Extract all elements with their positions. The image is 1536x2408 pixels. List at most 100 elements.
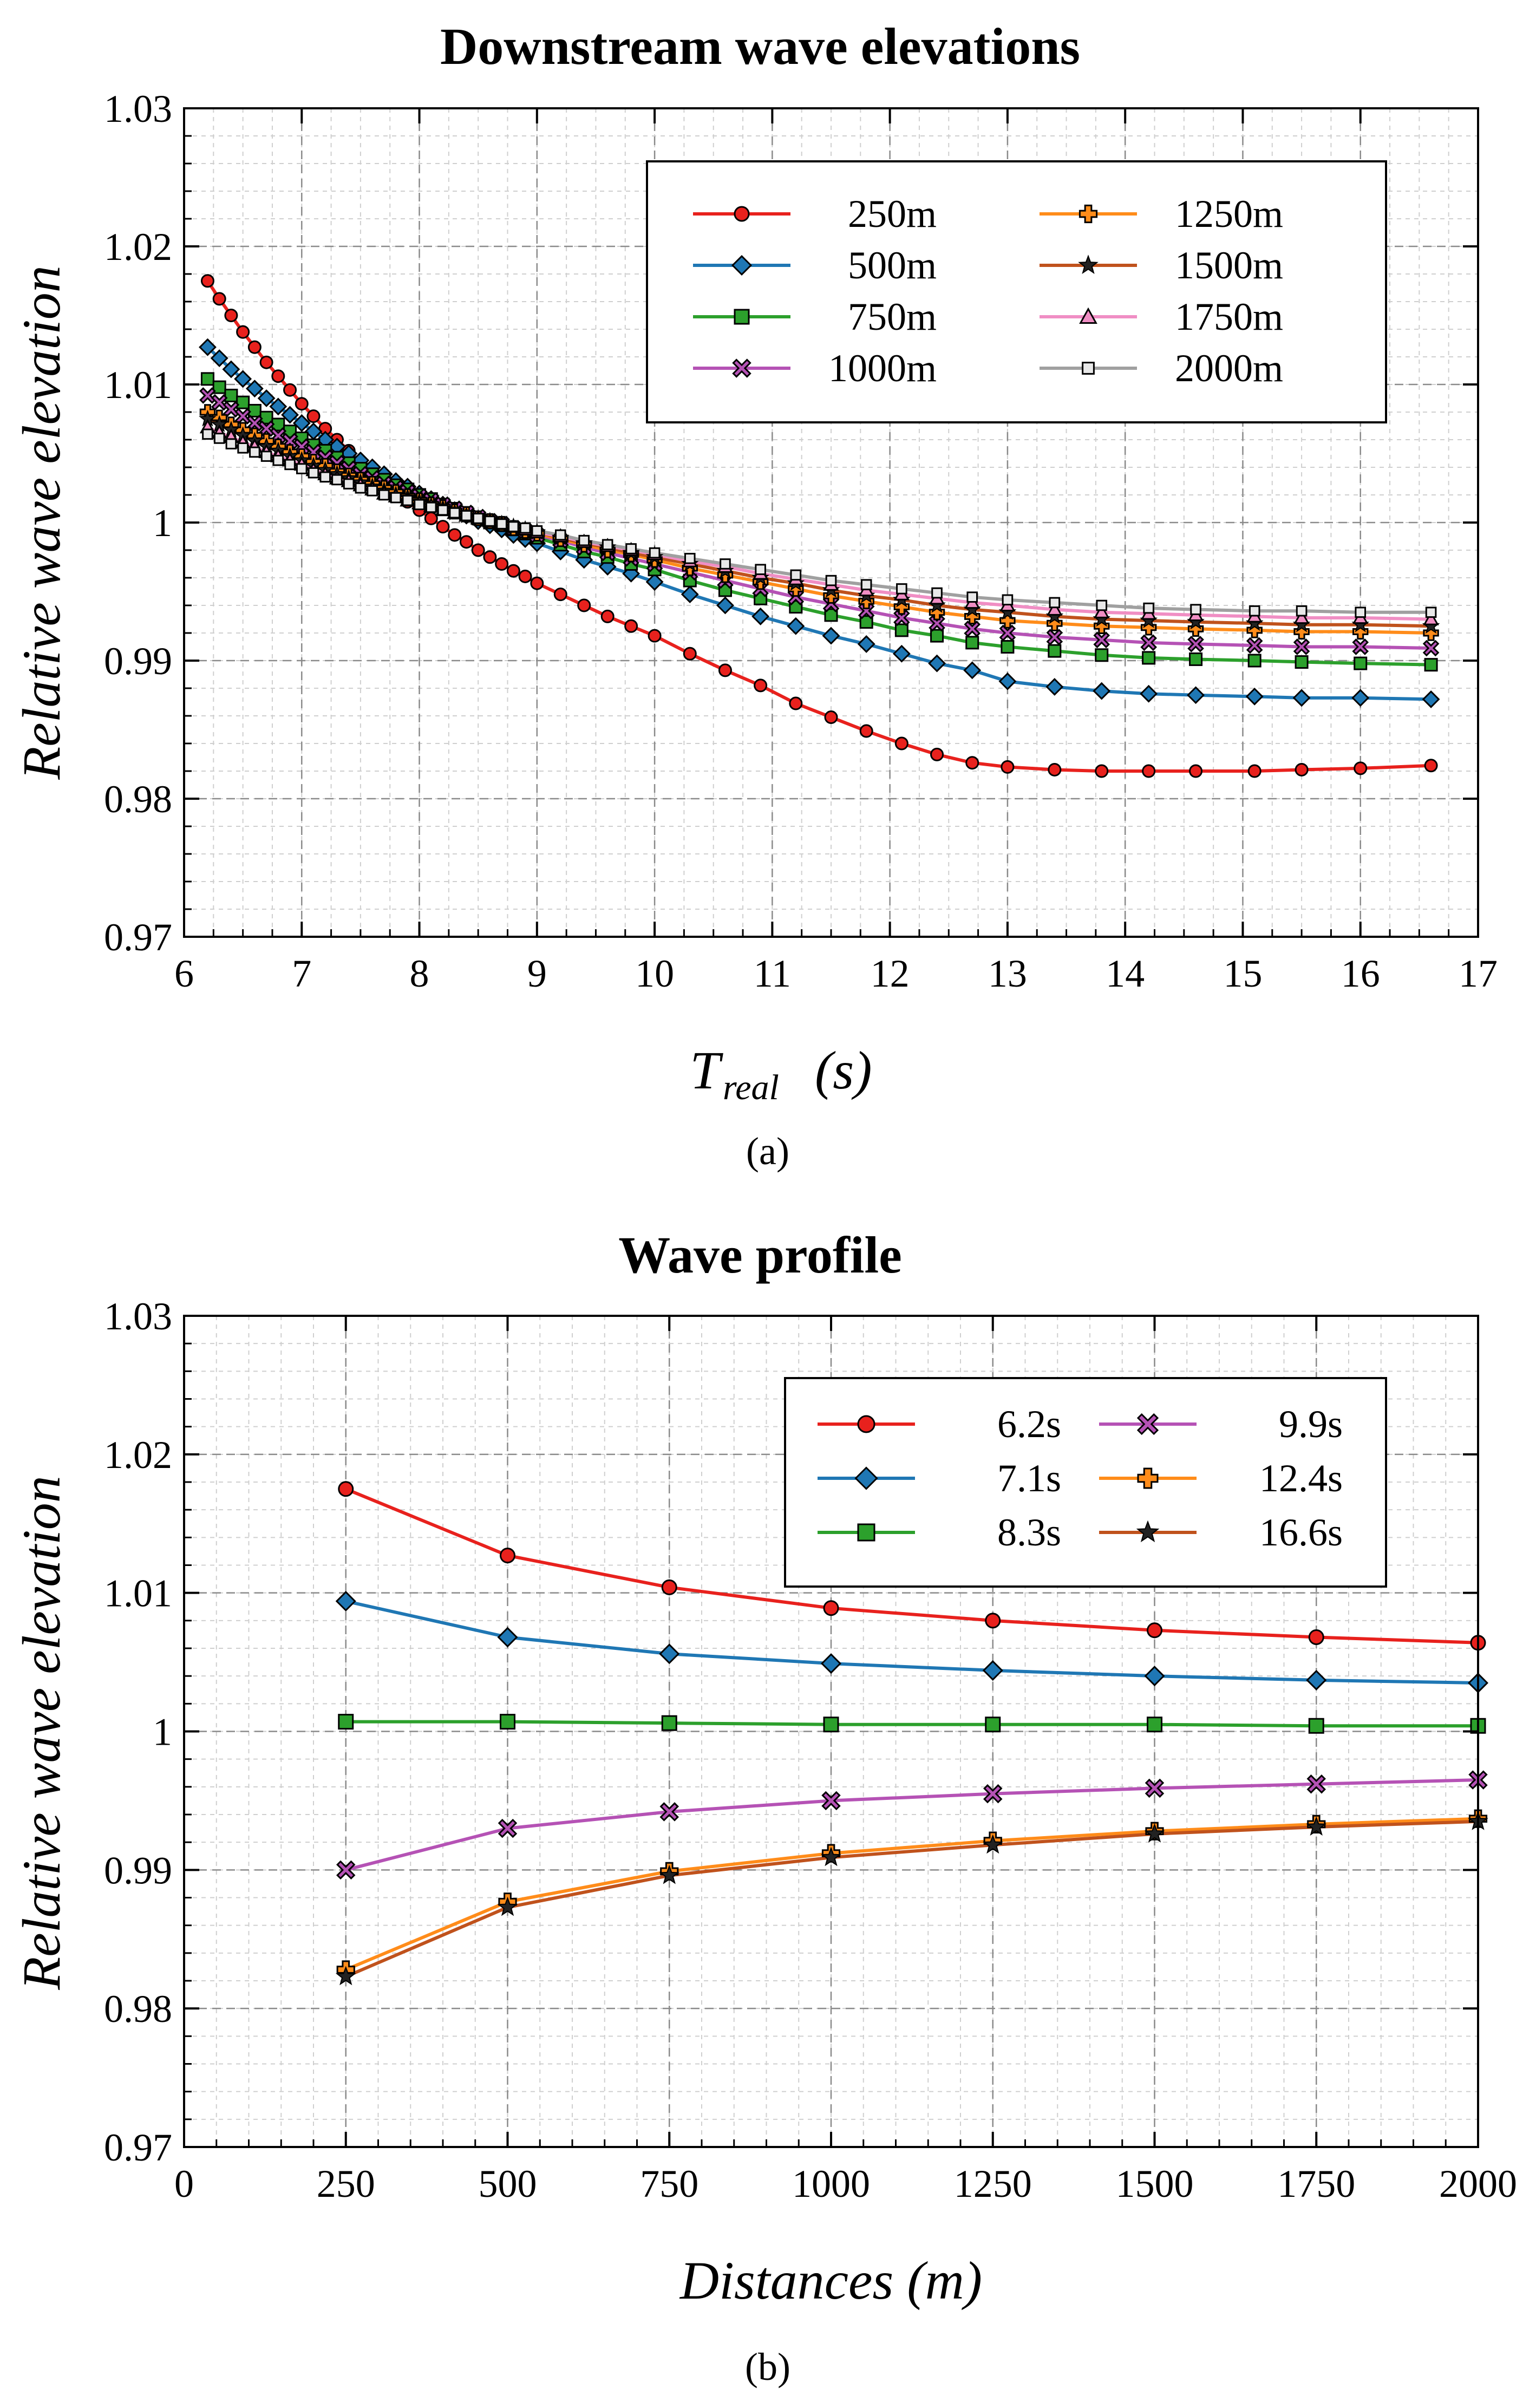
- data-point-500m: [892, 644, 911, 663]
- data-point-2000m: [1190, 604, 1201, 615]
- data-point-2000m: [531, 525, 543, 537]
- x-tick-label: 16: [1341, 952, 1380, 995]
- y-tick-label: 0.98: [104, 778, 172, 821]
- data-point-1000m: [1422, 639, 1440, 657]
- data-point-9.9s: [983, 1784, 1003, 1804]
- data-point-2000m: [249, 446, 260, 458]
- data-point-2000m: [225, 438, 237, 449]
- x-tick-label: 1750: [1277, 2162, 1355, 2205]
- data-point-250m: [247, 340, 262, 354]
- y-tick-label: 1.03: [104, 1295, 172, 1338]
- chart-b-x-tick-labels: 0 250 500 750 1000 1250 1500 1750 2000: [174, 2162, 1517, 2205]
- chart-a-tick-marks: [183, 107, 1479, 938]
- data-point-250m: [530, 576, 544, 590]
- legend-marker-1000m: [732, 358, 751, 378]
- y-tick-label: 0.99: [104, 639, 172, 683]
- data-point-7.1s: [335, 1590, 356, 1612]
- data-point-250m: [624, 619, 638, 633]
- data-point-8.3s: [1147, 1717, 1162, 1733]
- data-point-2000m: [1296, 605, 1308, 617]
- chart-a-x-axis-label-unit: (s): [815, 1040, 872, 1100]
- data-point-1000m: [893, 609, 910, 627]
- legend-marker-1500m: [1078, 254, 1099, 274]
- data-point-9.9s: [1306, 1774, 1326, 1794]
- legend-marker-8.3s: [857, 1523, 875, 1542]
- data-point-2000m: [966, 591, 978, 603]
- data-point-750m: [1424, 658, 1438, 672]
- data-point-250m: [859, 724, 873, 738]
- data-point-2000m: [755, 564, 766, 576]
- x-tick-label: 6: [174, 952, 194, 995]
- data-point-250m: [894, 736, 908, 751]
- data-point-250m: [518, 569, 532, 583]
- data-point-500m: [245, 380, 264, 398]
- legend-marker-12.4s: [1137, 1467, 1159, 1489]
- data-point-2000m: [425, 501, 437, 513]
- data-point-250m: [1354, 761, 1368, 775]
- data-point-8.3s: [338, 1714, 354, 1730]
- data-point-2000m: [437, 504, 449, 516]
- data-point-1000m: [223, 401, 240, 418]
- data-point-250m: [1247, 764, 1262, 778]
- data-point-2000m: [343, 478, 355, 490]
- data-point-500m: [269, 397, 287, 416]
- legend-marker-9.9s: [1136, 1413, 1159, 1435]
- data-point-250m: [283, 383, 297, 397]
- data-point-750m: [859, 615, 873, 629]
- data-point-500m: [1140, 684, 1158, 703]
- legend-label-1750m: 1750m: [1175, 295, 1283, 338]
- x-tick-label: 17: [1459, 952, 1498, 995]
- data-point-500m: [1422, 690, 1440, 708]
- legend-marker-500m: [731, 254, 753, 276]
- data-point-250m: [424, 511, 438, 525]
- data-point-6.2s: [1147, 1622, 1162, 1639]
- data-point-7.1s: [820, 1653, 842, 1674]
- chart-b-legend: [784, 1377, 1387, 1588]
- x-tick-label: 8: [410, 952, 429, 995]
- data-point-6.2s: [500, 1548, 515, 1564]
- data-point-16.6s: [1306, 1816, 1327, 1836]
- x-tick-label: 500: [479, 2162, 537, 2205]
- y-tick-label: 1: [153, 501, 172, 545]
- chart-a-downstream-wave-elevations: Downstream wave elevations 6 7 8 9 10 11 12 13 1…: [11, 17, 1498, 1173]
- data-point-2000m: [308, 467, 319, 479]
- data-point-250m: [306, 409, 321, 423]
- chart-b-series-lines: [345, 1487, 1479, 1979]
- data-point-1750m: [1423, 611, 1439, 625]
- data-point-500m: [292, 414, 311, 432]
- data-point-6.2s: [985, 1613, 1001, 1629]
- data-point-2000m: [461, 510, 472, 521]
- data-point-250m: [483, 550, 497, 564]
- data-point-750m: [1295, 655, 1309, 669]
- data-point-500m: [928, 654, 946, 673]
- data-point-9.9s: [336, 1860, 356, 1880]
- data-point-16.6s: [335, 1966, 356, 1986]
- series-line-8.3s: [345, 1720, 1478, 1728]
- data-point-500m: [1351, 689, 1370, 707]
- legend-marker-2000m: [1082, 362, 1095, 375]
- data-point-750m: [824, 608, 838, 622]
- y-tick-label: 1.02: [104, 225, 172, 269]
- data-point-250m: [236, 325, 250, 339]
- data-point-2000m: [578, 534, 590, 546]
- data-point-1750m: [1094, 604, 1110, 618]
- data-point-250m: [1048, 762, 1062, 776]
- data-point-1000m: [1046, 629, 1063, 645]
- data-point-500m: [998, 672, 1017, 690]
- legend-marker-6.2s: [857, 1415, 875, 1433]
- data-point-500m: [1292, 689, 1311, 707]
- data-point-9.9s: [659, 1802, 679, 1822]
- legend-label-6.2s: 6.2s: [997, 1402, 1061, 1446]
- data-point-500m: [257, 389, 276, 407]
- data-point-750m: [236, 395, 250, 409]
- chart-a-legend-entries: 250m 500m 750m 1000m 1250m 1500m 1750m 2000m: [693, 192, 1283, 390]
- data-point-250m: [754, 678, 768, 693]
- data-point-500m: [963, 661, 982, 680]
- data-point-500m: [281, 406, 299, 424]
- data-point-2000m: [1425, 606, 1437, 618]
- data-point-2000m: [1096, 599, 1108, 611]
- data-point-500m: [857, 635, 875, 653]
- data-point-1000m: [1352, 638, 1369, 655]
- data-point-750m: [224, 388, 238, 402]
- data-point-250m: [718, 663, 732, 677]
